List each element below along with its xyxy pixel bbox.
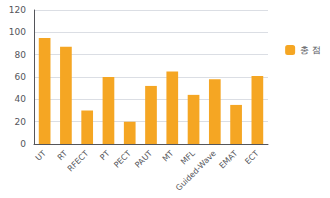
svg-text:RFECT: RFECT — [66, 149, 91, 174]
svg-text:100: 100 — [9, 27, 26, 37]
svg-text:UT: UT — [34, 149, 48, 163]
svg-text:ECT: ECT — [243, 149, 260, 166]
svg-text:RT: RT — [56, 149, 69, 162]
svg-text:40: 40 — [15, 94, 27, 104]
svg-text:PECT: PECT — [112, 149, 133, 170]
svg-text:총 점: 총 점 — [300, 45, 321, 55]
svg-text:0: 0 — [20, 139, 26, 149]
svg-text:MT: MT — [161, 149, 176, 164]
svg-text:EMAT: EMAT — [218, 149, 240, 171]
svg-text:120: 120 — [9, 5, 26, 15]
svg-text:MFL: MFL — [179, 148, 197, 166]
svg-text:80: 80 — [15, 50, 27, 60]
svg-text:Guided-Wave: Guided-Wave — [174, 149, 218, 193]
svg-text:PT: PT — [98, 149, 111, 162]
svg-text:PAUT: PAUT — [133, 149, 154, 170]
svg-text:20: 20 — [15, 117, 27, 127]
svg-text:60: 60 — [15, 72, 27, 82]
